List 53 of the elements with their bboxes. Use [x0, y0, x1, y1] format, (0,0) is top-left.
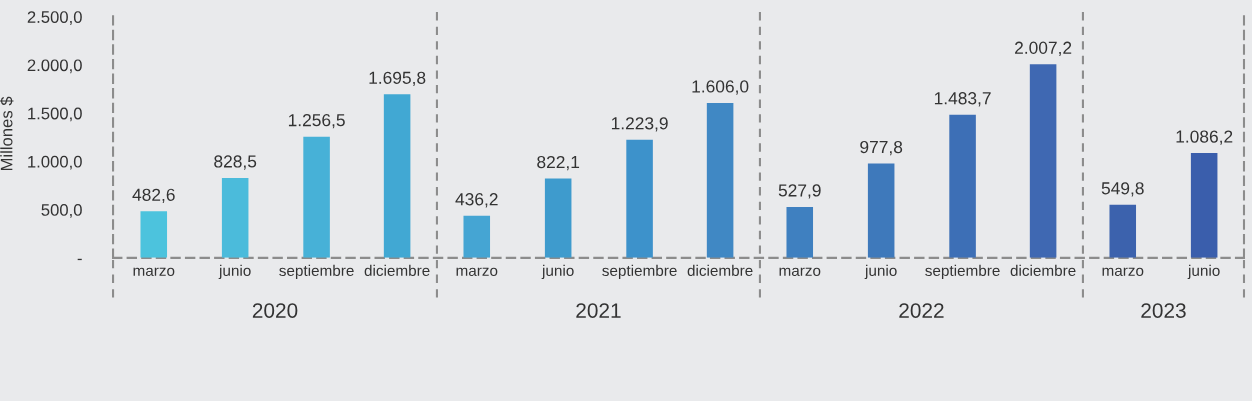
- bar: [463, 215, 491, 258]
- data-label: 1.695,8: [369, 71, 426, 86]
- data-label: 828,5: [214, 155, 257, 170]
- bar: [706, 102, 734, 258]
- x-tick-label: junio: [541, 264, 574, 280]
- x-tick-label: marzo: [456, 267, 498, 277]
- data-label: 1.606,0: [692, 80, 749, 95]
- data-label: 549,8: [1101, 182, 1144, 197]
- x-tick-label: junio: [1187, 264, 1220, 280]
- x-tick-label: diciembre: [1010, 264, 1076, 277]
- data-label: 1.256,5: [288, 114, 345, 129]
- data-label: 1.223,9: [611, 117, 668, 132]
- text: 2020: [252, 303, 298, 318]
- x-tick-label: marzo: [779, 267, 821, 277]
- x-tick-label: diciembre: [687, 264, 753, 277]
- bar: [383, 94, 411, 258]
- y-tick-label: 1.500,0: [28, 107, 82, 122]
- y-tick-label: 1.000,0: [28, 155, 82, 170]
- y-axis-title: Millones $: [0, 96, 14, 171]
- y-tick-label: 2.500,0: [27, 11, 82, 25]
- bar: [140, 211, 168, 258]
- x-tick-label: septiembre: [279, 264, 354, 280]
- x-tick-label: diciembre: [364, 264, 430, 277]
- bar: [786, 206, 814, 258]
- x-tick-label: septiembre: [925, 264, 1000, 280]
- bar: [544, 178, 572, 258]
- bar: [1190, 153, 1218, 258]
- text: 2021: [576, 303, 621, 318]
- data-label: 1.086,2: [1176, 130, 1233, 145]
- data-label: 1.483,7: [934, 92, 991, 107]
- x-tick-label: junio: [218, 264, 251, 280]
- bar: [1109, 204, 1137, 258]
- x-tick-label: septiembre: [602, 264, 677, 280]
- data-label: 482,6: [132, 188, 175, 203]
- bar: [867, 163, 895, 258]
- bar: [221, 177, 249, 258]
- data-label: 977,8: [860, 140, 903, 156]
- data-label: 436,2: [455, 193, 498, 208]
- x-tick-label: marzo: [133, 267, 175, 277]
- y-tick-label: 500,0: [41, 204, 82, 218]
- data-label: 527,9: [778, 184, 821, 199]
- bar: [949, 114, 976, 258]
- y-tick-label: -: [77, 258, 82, 261]
- y-tick-label: 2.000,0: [27, 59, 82, 74]
- data-label: 2.007,2: [1015, 41, 1072, 56]
- bar: [1029, 64, 1057, 258]
- text: 2023: [1141, 303, 1186, 318]
- x-tick-label: junio: [864, 264, 897, 280]
- data-label: 822,1: [537, 155, 580, 171]
- x-tick-label: marzo: [1102, 267, 1144, 277]
- text: 2022: [899, 303, 944, 318]
- bar: [626, 139, 653, 258]
- bar: [303, 136, 330, 258]
